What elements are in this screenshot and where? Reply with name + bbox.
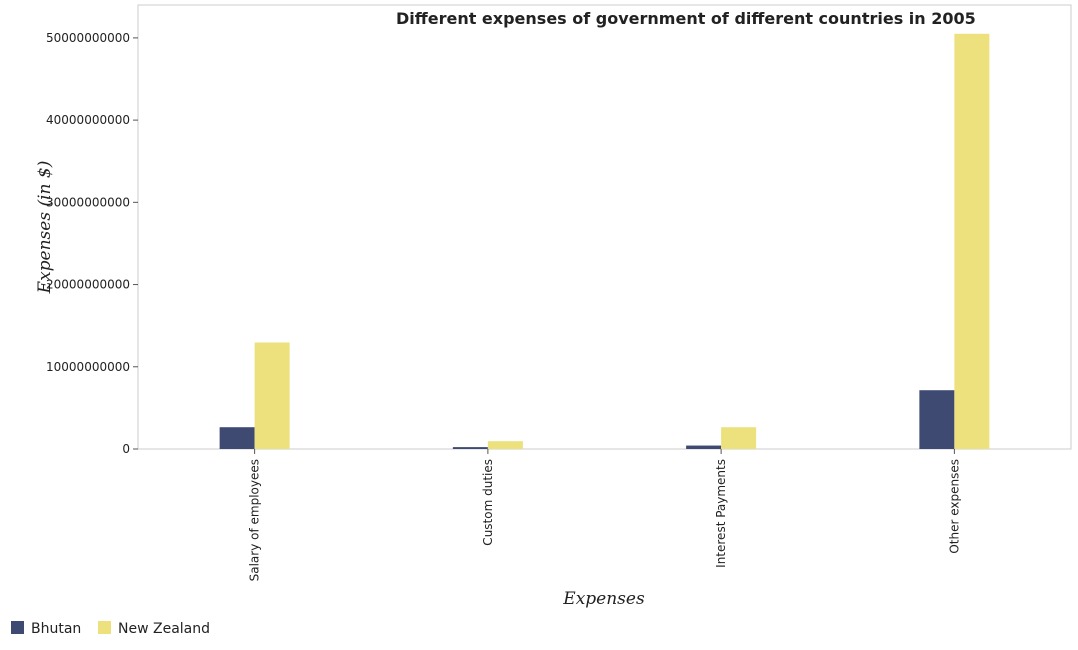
legend-label: Bhutan [31,621,81,637]
y-tick-label: 0 [122,442,130,456]
chart-title: Different expenses of government of diff… [396,9,976,28]
x-axis: Salary of employees Custom duties Interest… [248,449,961,581]
y-tick-label: 20000000000 [46,278,130,292]
y-tick-label: 10000000000 [46,360,130,374]
bar-bhutan [219,427,255,449]
y-axis: 0 10000000000 20000000000 30000000000 400000… [46,31,138,456]
bar-new-zealand [487,441,523,449]
y-tick-label: 50000000000 [46,31,130,45]
bars [219,33,990,450]
bar-new-zealand [954,33,990,450]
x-tick-label: Salary of employees [248,459,262,581]
x-tick-label: Other expenses [947,459,961,554]
legend-swatch [98,621,111,634]
plot-area [137,4,1072,450]
bar-bhutan [919,390,955,449]
bar-new-zealand [721,427,757,449]
y-axis-title: Expenses (in $) [35,161,55,295]
bar-bhutan [452,447,488,449]
bar-new-zealand [254,342,290,449]
x-axis-title: Expenses [562,589,645,609]
legend: Bhutan New Zealand [11,621,210,637]
legend-swatch [11,621,24,634]
y-tick-label: 40000000000 [46,113,130,127]
legend-label: New Zealand [118,621,210,637]
bar-bhutan [686,445,722,449]
y-tick-label: 30000000000 [46,195,130,209]
x-tick-label: Custom duties [481,459,495,546]
x-tick-label: Interest Payments [714,459,728,568]
